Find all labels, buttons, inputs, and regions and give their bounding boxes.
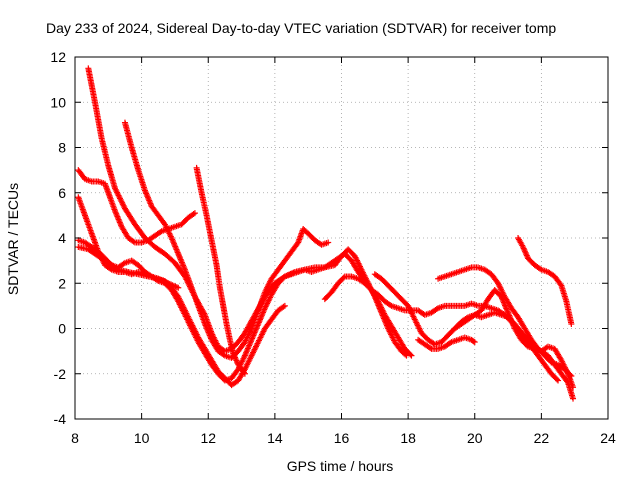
y-tick-label: 0 — [58, 321, 66, 337]
y-tick-label: -2 — [54, 366, 67, 382]
data-point-plus — [471, 339, 478, 346]
data-point-plus — [555, 377, 562, 384]
series-sat-f — [75, 237, 415, 384]
series-sat-m — [515, 235, 575, 327]
data-point-plus — [191, 210, 198, 217]
x-tick-label: 8 — [71, 430, 79, 446]
data-marks — [75, 65, 577, 402]
data-point-plus — [281, 302, 288, 309]
data-point-plus — [340, 274, 347, 281]
data-point-plus — [568, 320, 575, 327]
y-axis-label: SDTVAR / TECUs — [5, 183, 21, 295]
data-point-plus — [570, 384, 577, 391]
x-tick-label: 16 — [334, 430, 350, 446]
data-point-plus — [130, 238, 137, 245]
data-point-plus — [280, 303, 287, 310]
data-point-plus — [553, 376, 560, 383]
series-sat-k — [435, 264, 575, 380]
data-point-plus — [408, 352, 415, 359]
chart-title: Day 233 of 2024, Sidereal Day-to-day VTE… — [46, 20, 556, 36]
data-point-plus — [175, 284, 182, 291]
y-tick-label: 8 — [58, 140, 66, 156]
x-tick-label: 24 — [600, 430, 616, 446]
x-tick-label: 22 — [534, 430, 550, 446]
series-sat-a — [85, 65, 410, 359]
x-tick-label: 10 — [134, 430, 150, 446]
x-tick-label: 18 — [400, 430, 416, 446]
y-tick-label: -4 — [54, 411, 67, 427]
series-sat-j — [415, 334, 478, 352]
data-point-plus — [190, 211, 197, 218]
data-point-plus — [570, 395, 577, 402]
series-sat-d — [193, 164, 248, 377]
series-sat-l — [451, 309, 577, 391]
y-tick-label: 12 — [50, 49, 66, 65]
data-point-plus — [325, 239, 332, 246]
x-tick-label: 20 — [467, 430, 483, 446]
data-point-plus — [407, 351, 414, 358]
x-axis-label: GPS time / hours — [287, 458, 394, 474]
y-tick-label: 10 — [50, 94, 66, 110]
series-sat-b — [75, 167, 198, 246]
y-tick-label: 2 — [58, 275, 66, 291]
data-point-plus — [427, 344, 434, 351]
x-tick-label: 12 — [200, 430, 216, 446]
y-tick-label: 6 — [58, 185, 66, 201]
data-point-plus — [470, 338, 477, 345]
x-tick-label: 14 — [267, 430, 283, 446]
series-sat-i — [371, 271, 577, 402]
series-sat-g — [75, 244, 182, 291]
data-point-plus — [114, 265, 121, 272]
y-tick-label: 4 — [58, 230, 66, 246]
series-sat-c — [121, 119, 332, 361]
